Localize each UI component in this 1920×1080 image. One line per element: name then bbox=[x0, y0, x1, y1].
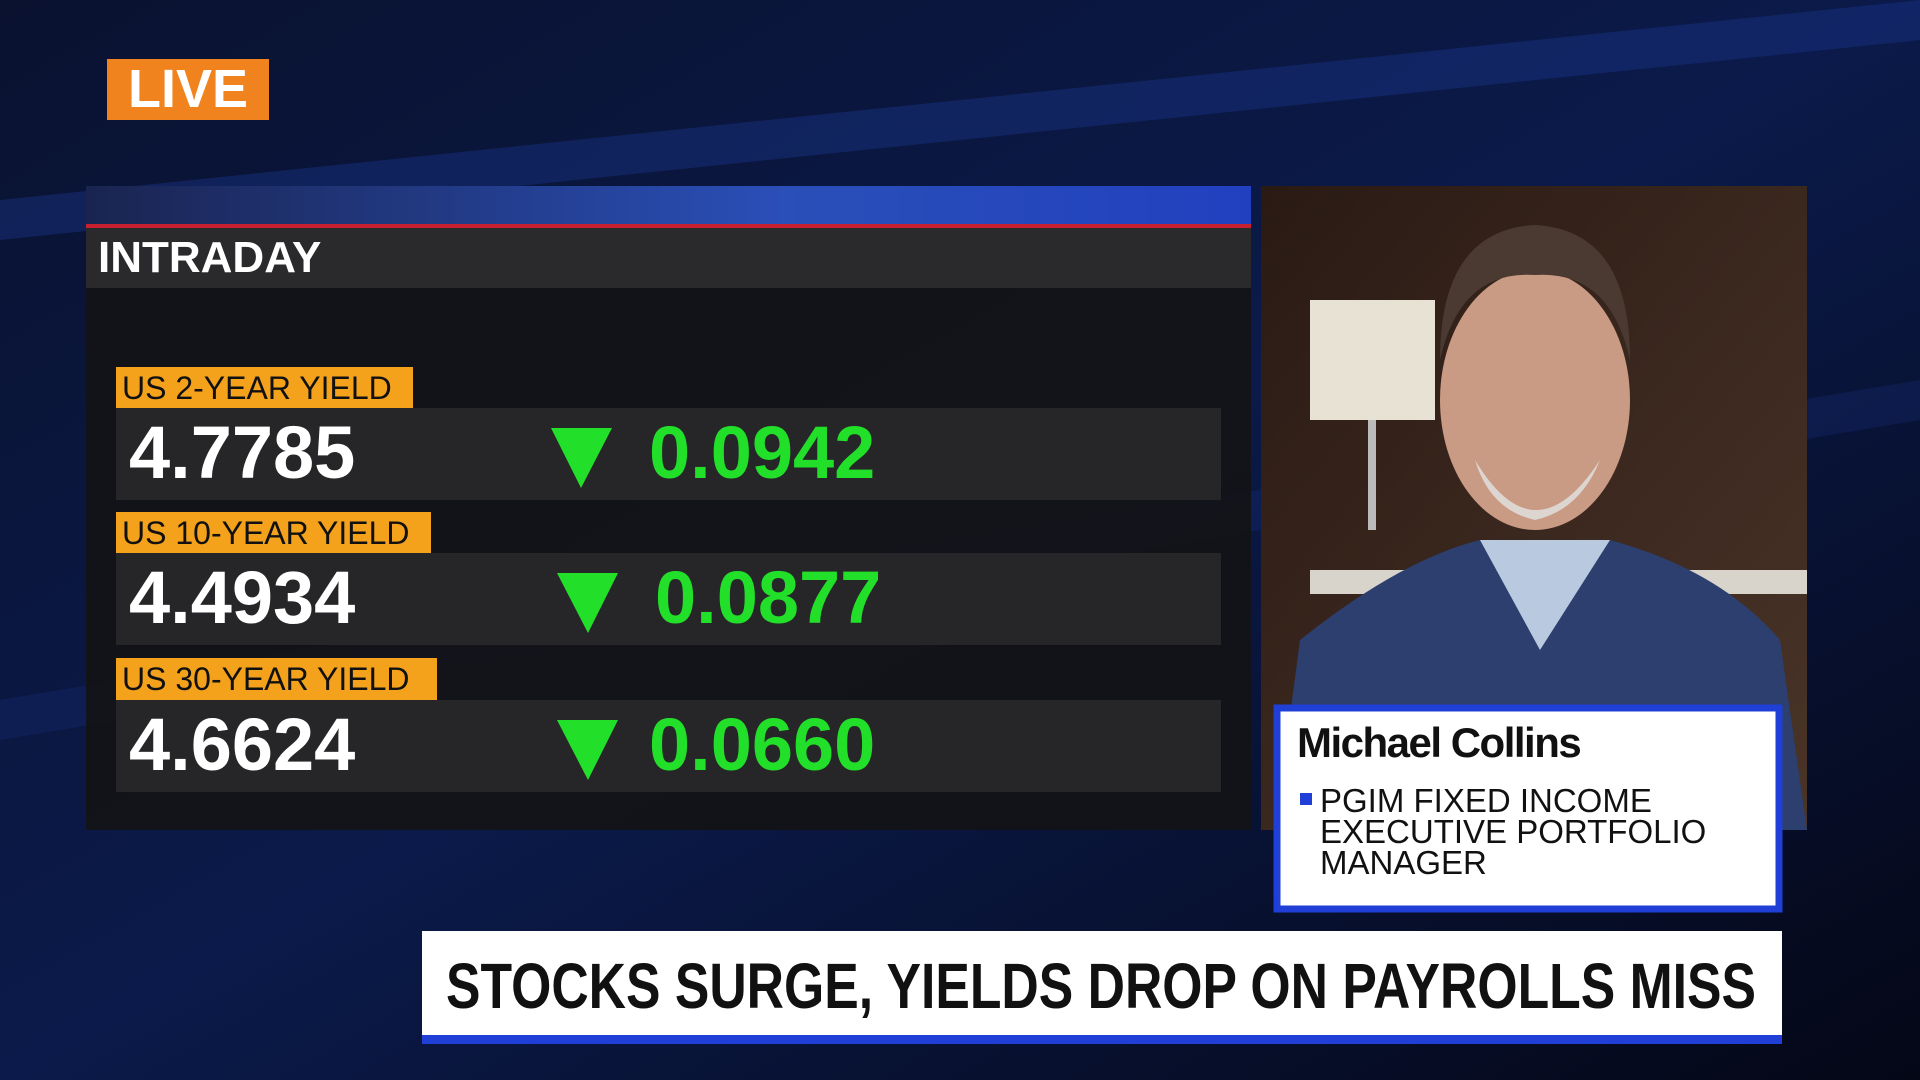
row-value: 4.4934 bbox=[129, 556, 355, 639]
row: US 10-YEAR YIELD 4.4934 0.0877 bbox=[116, 512, 1221, 645]
row-bar bbox=[116, 700, 1221, 792]
row-label-box bbox=[116, 367, 413, 408]
guest-title-line: MANAGER bbox=[1320, 844, 1487, 881]
row-bar bbox=[116, 408, 1221, 500]
guest-title-line: PGIM FIXED INCOME bbox=[1320, 782, 1652, 819]
lamp-stand bbox=[1368, 420, 1376, 530]
name-card bbox=[1273, 704, 1783, 913]
panel-title: INTRADAY bbox=[98, 233, 321, 282]
panel-header bbox=[86, 228, 1251, 288]
guest-title-line: EXECUTIVE PORTFOLIO bbox=[1320, 813, 1706, 850]
row-label-box bbox=[116, 512, 431, 553]
live-text: LIVE bbox=[128, 59, 248, 119]
shirt bbox=[1480, 540, 1610, 650]
panel-red-line bbox=[86, 224, 1251, 228]
row-label-box bbox=[116, 658, 437, 700]
down-arrow bbox=[551, 428, 612, 488]
row-label: US 10-YEAR YIELD bbox=[122, 515, 410, 551]
row-value: 4.7785 bbox=[129, 411, 355, 494]
row-change: 0.0660 bbox=[649, 703, 875, 786]
beard bbox=[1475, 460, 1600, 520]
background-streak bbox=[0, 0, 1920, 240]
row-change: 0.0877 bbox=[655, 556, 881, 639]
row-label: US 30-YEAR YIELD bbox=[122, 661, 410, 697]
row-change: 0.0942 bbox=[649, 411, 875, 494]
row-label: US 2-YEAR YIELD bbox=[122, 370, 392, 406]
row-value: 4.6624 bbox=[129, 703, 355, 786]
headline-underline bbox=[422, 1035, 1782, 1044]
row: US 30-YEAR YIELD 4.6624 0.0660 bbox=[116, 658, 1221, 792]
live-badge bbox=[107, 59, 269, 120]
down-arrow bbox=[557, 573, 618, 633]
row-bar bbox=[116, 553, 1221, 645]
row: US 2-YEAR YIELD 4.7785 0.0942 bbox=[116, 367, 1221, 500]
lamp-shade bbox=[1310, 300, 1435, 420]
title-bullet bbox=[1300, 793, 1312, 805]
down-arrow bbox=[557, 720, 618, 780]
headline-bar bbox=[422, 931, 1782, 1035]
headline: STOCKS SURGE, YIELDS DROP ON PAYROLLS MI… bbox=[446, 950, 1756, 1022]
face bbox=[1440, 270, 1630, 530]
guest-name: Michael Collins bbox=[1297, 719, 1580, 766]
panel-stripe bbox=[86, 186, 1251, 224]
hair bbox=[1440, 225, 1630, 360]
